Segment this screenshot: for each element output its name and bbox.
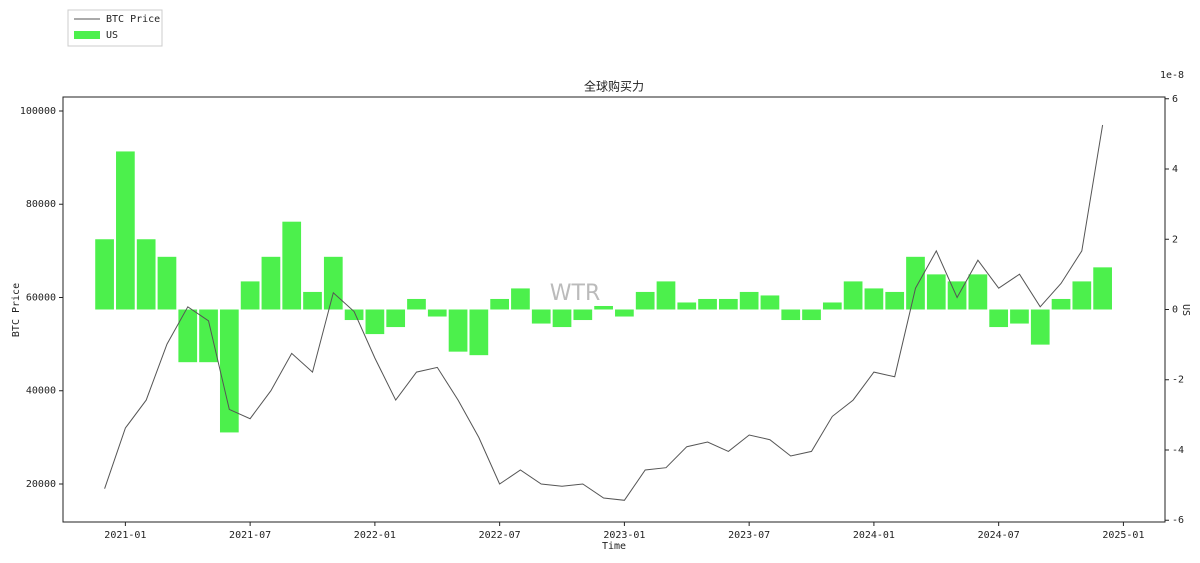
bar: [968, 274, 988, 310]
chart-title: 全球购买力: [584, 79, 644, 94]
bar: [677, 302, 697, 310]
x-tick-label: 2022-07: [479, 530, 521, 541]
bar: [926, 274, 946, 310]
y2-offset-label: 1e-8: [1160, 70, 1184, 81]
x-tick-label: 2021-01: [104, 530, 146, 541]
bar: [157, 256, 177, 310]
x-tick-label: 2021-07: [229, 530, 271, 541]
y-axis-label: BTC Price: [11, 283, 22, 337]
bar: [781, 309, 801, 321]
bar: [511, 288, 530, 310]
bar: [635, 291, 655, 310]
y-tick-label: 20000: [26, 479, 56, 490]
y2-axis-label: US: [1180, 304, 1191, 316]
bar: [95, 239, 114, 310]
bar: [261, 256, 281, 310]
bar: [344, 309, 364, 321]
bar: [906, 256, 925, 310]
bar: [802, 309, 821, 321]
legend-swatch: [74, 31, 100, 39]
bar: [490, 298, 509, 310]
y2-tick-label: 0: [1172, 305, 1178, 316]
bar: [615, 309, 634, 317]
bar: [469, 309, 489, 356]
legend-box: [67, 9, 163, 47]
bar: [822, 302, 842, 310]
bar: [843, 281, 863, 310]
y-tick-label: 100000: [20, 106, 56, 117]
y2-tick-label: 2: [1172, 234, 1178, 245]
bar: [531, 309, 551, 324]
y-tick-label: 80000: [26, 199, 56, 210]
bar: [864, 288, 884, 310]
bar: [386, 309, 406, 328]
bar: [1030, 309, 1050, 345]
bar: [448, 309, 468, 352]
bar: [178, 309, 198, 363]
bar: [219, 309, 239, 433]
y2-tick-label: -4: [1172, 445, 1184, 456]
bar: [323, 256, 343, 310]
x-tick-label: 2022-01: [354, 530, 396, 541]
bar: [552, 309, 572, 328]
bar: [885, 291, 905, 310]
x-tick-label: 2024-07: [978, 530, 1020, 541]
bar: [136, 239, 156, 310]
legend-label: US: [106, 30, 118, 41]
y2-tick-label: 4: [1172, 164, 1178, 175]
bar: [989, 309, 1009, 328]
watermark: WTR: [550, 281, 600, 306]
bar: [1010, 309, 1029, 324]
bar: [698, 298, 717, 310]
y2-tick-label: -6: [1172, 515, 1184, 526]
bar: [656, 281, 676, 310]
x-tick-label: 2023-01: [603, 530, 645, 541]
y-tick-label: 60000: [26, 292, 56, 303]
y2-tick-label: 6: [1172, 94, 1178, 105]
bar: [1072, 281, 1092, 310]
bar: [573, 309, 593, 321]
price-line: [104, 124, 1104, 501]
bar: [199, 309, 218, 363]
bar: [594, 305, 613, 310]
bar: [240, 281, 260, 310]
x-tick-label: 2023-07: [728, 530, 770, 541]
x-axis-label: Time: [602, 541, 626, 552]
bar: [365, 309, 385, 335]
bar: [739, 291, 759, 310]
y-tick-label: 40000: [26, 386, 56, 397]
bar: [760, 295, 780, 310]
bar: [719, 298, 738, 310]
legend-label: BTC Price: [106, 14, 160, 25]
bar: [282, 221, 302, 310]
x-tick-label: 2025-01: [1102, 530, 1144, 541]
bar: [427, 309, 447, 317]
y2-tick-label: -2: [1172, 375, 1184, 386]
bar: [116, 151, 135, 310]
bar: [303, 291, 322, 310]
bar: [1051, 298, 1071, 310]
bar: [1093, 267, 1112, 310]
x-tick-label: 2024-01: [853, 530, 895, 541]
bar: [407, 298, 426, 310]
